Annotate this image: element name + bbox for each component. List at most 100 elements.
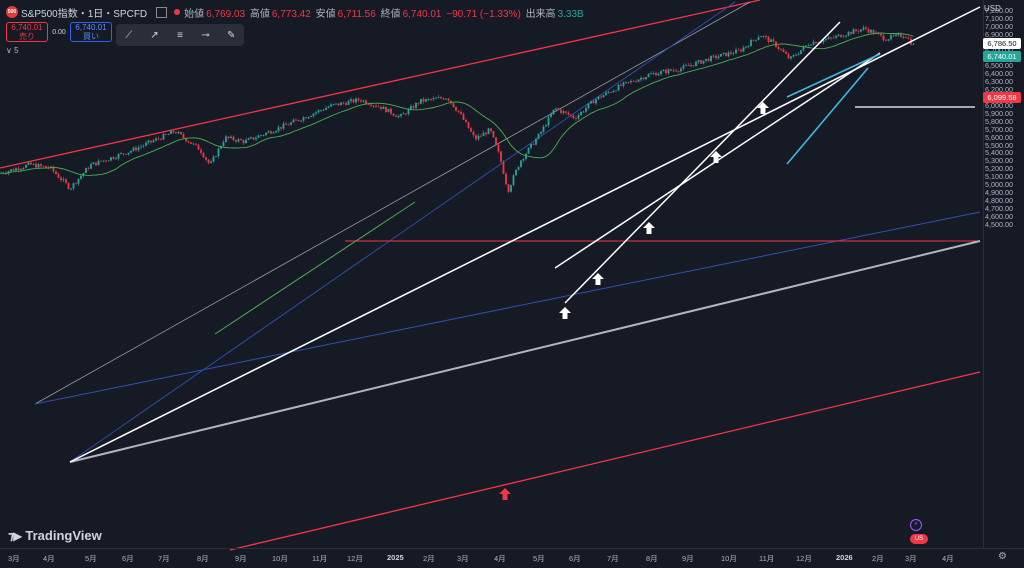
candle-body	[165, 134, 167, 135]
price-tick-label: 5,700.00	[985, 124, 1013, 134]
price-tick-label: 4,800.00	[985, 195, 1013, 205]
candle-body	[212, 156, 215, 162]
candle-body	[437, 97, 440, 98]
high-value: 6,773.42	[271, 8, 311, 20]
candle-body	[537, 133, 540, 139]
candle-body	[587, 103, 590, 108]
time-tick-label: 4月	[43, 554, 55, 563]
candle-body	[670, 69, 672, 71]
candle-body	[365, 100, 367, 104]
candle-body	[860, 29, 862, 32]
symbol-toggle-icon[interactable]	[156, 6, 168, 18]
candle-body	[720, 53, 722, 57]
candle-body	[642, 77, 645, 80]
price-axis[interactable]	[983, 0, 1024, 548]
candle-body	[62, 179, 65, 181]
time-tick-label: 8月	[646, 554, 658, 563]
candle-body	[547, 117, 550, 126]
candle-body	[192, 143, 195, 145]
candle-body	[350, 99, 352, 102]
brush-icon[interactable]: ✎	[226, 29, 236, 41]
candle-body	[467, 122, 470, 129]
sell-price: 6,740.01	[11, 23, 43, 32]
time-tick-label: 12月	[796, 554, 812, 563]
candle-body	[255, 137, 257, 140]
volume-label: 出来高	[525, 8, 556, 20]
candle-body	[435, 97, 437, 99]
close-value: 6,740.01	[402, 8, 442, 20]
candle-body	[512, 175, 515, 186]
candle-body	[440, 97, 442, 99]
candle-body	[650, 73, 652, 75]
time-tick-label: 9月	[235, 554, 247, 563]
candle-body	[410, 106, 412, 110]
time-tick-label: 10月	[721, 554, 737, 563]
candle-body	[570, 114, 572, 116]
candle-body	[235, 140, 237, 142]
event-lightning-icon[interactable]: ⚡	[910, 519, 922, 531]
price-tick-label: 5,100.00	[985, 172, 1013, 182]
sell-button[interactable]: 6,740.01 売り	[6, 22, 48, 42]
candle-body	[750, 39, 752, 47]
candle-body	[697, 60, 700, 63]
currency-label[interactable]: USD	[984, 4, 1001, 13]
gear-icon[interactable]: ⚙	[998, 551, 1007, 562]
candle-body	[75, 183, 77, 184]
candle-body	[312, 113, 315, 117]
price-tick-label: 5,000.00	[985, 180, 1013, 190]
candle-body	[782, 49, 785, 52]
candle-body	[392, 113, 395, 116]
candle-body	[657, 73, 660, 76]
candle-body	[415, 102, 417, 108]
candle-body	[337, 103, 340, 106]
candle-body	[295, 119, 297, 121]
indicator-toggle[interactable]: ∨ 5	[6, 46, 19, 55]
candle-body	[705, 58, 707, 61]
candle-body	[97, 160, 100, 166]
candle-body	[35, 163, 37, 168]
horizontal-ray-icon[interactable]: ⊸	[201, 29, 210, 41]
trade-panel: 6,740.01 売り 0.00 6,740.01 買い	[6, 22, 112, 42]
candle-body	[95, 162, 97, 166]
candle-body	[442, 98, 445, 100]
candle-body	[322, 109, 325, 111]
buy-price: 6,740.01	[75, 23, 107, 32]
candle-body	[715, 55, 717, 59]
time-axis[interactable]	[0, 548, 1024, 568]
time-tick-label: 12月	[347, 554, 363, 563]
ray-icon[interactable]: ↗	[150, 29, 159, 41]
candle-body	[55, 171, 57, 175]
candle-body	[607, 92, 610, 93]
candle-body	[20, 168, 22, 171]
candle-body	[340, 102, 342, 106]
candle-body	[177, 131, 180, 134]
candle-body	[825, 39, 827, 40]
candle-body	[202, 152, 205, 158]
event-flag-icon[interactable]: US	[910, 534, 928, 544]
candle-body	[755, 39, 757, 41]
candle-body	[532, 143, 535, 145]
candle-body	[527, 147, 530, 154]
trend-line-icon[interactable]: ⟋	[125, 29, 133, 41]
candle-body	[817, 42, 820, 44]
candle-body	[577, 115, 580, 119]
candle-body	[505, 173, 507, 185]
indicator-count: 5	[14, 46, 19, 55]
candle-body	[852, 29, 855, 34]
candle-body	[912, 44, 915, 46]
candle-body	[575, 118, 577, 119]
symbol-title[interactable]: S&P500指数・1日・SPCFD	[21, 8, 148, 20]
candle-body	[595, 99, 597, 104]
candle-body	[342, 102, 345, 104]
candle-body	[865, 27, 867, 30]
candle-body	[112, 157, 115, 159]
buy-button[interactable]: 6,740.01 買い	[70, 22, 112, 42]
fib-icon[interactable]: ≡	[177, 29, 183, 41]
candle-body	[872, 30, 875, 34]
candle-body	[127, 152, 130, 155]
candle-body	[307, 117, 310, 119]
candle-body	[557, 108, 560, 110]
candle-body	[300, 120, 302, 122]
candle-body	[545, 125, 547, 127]
